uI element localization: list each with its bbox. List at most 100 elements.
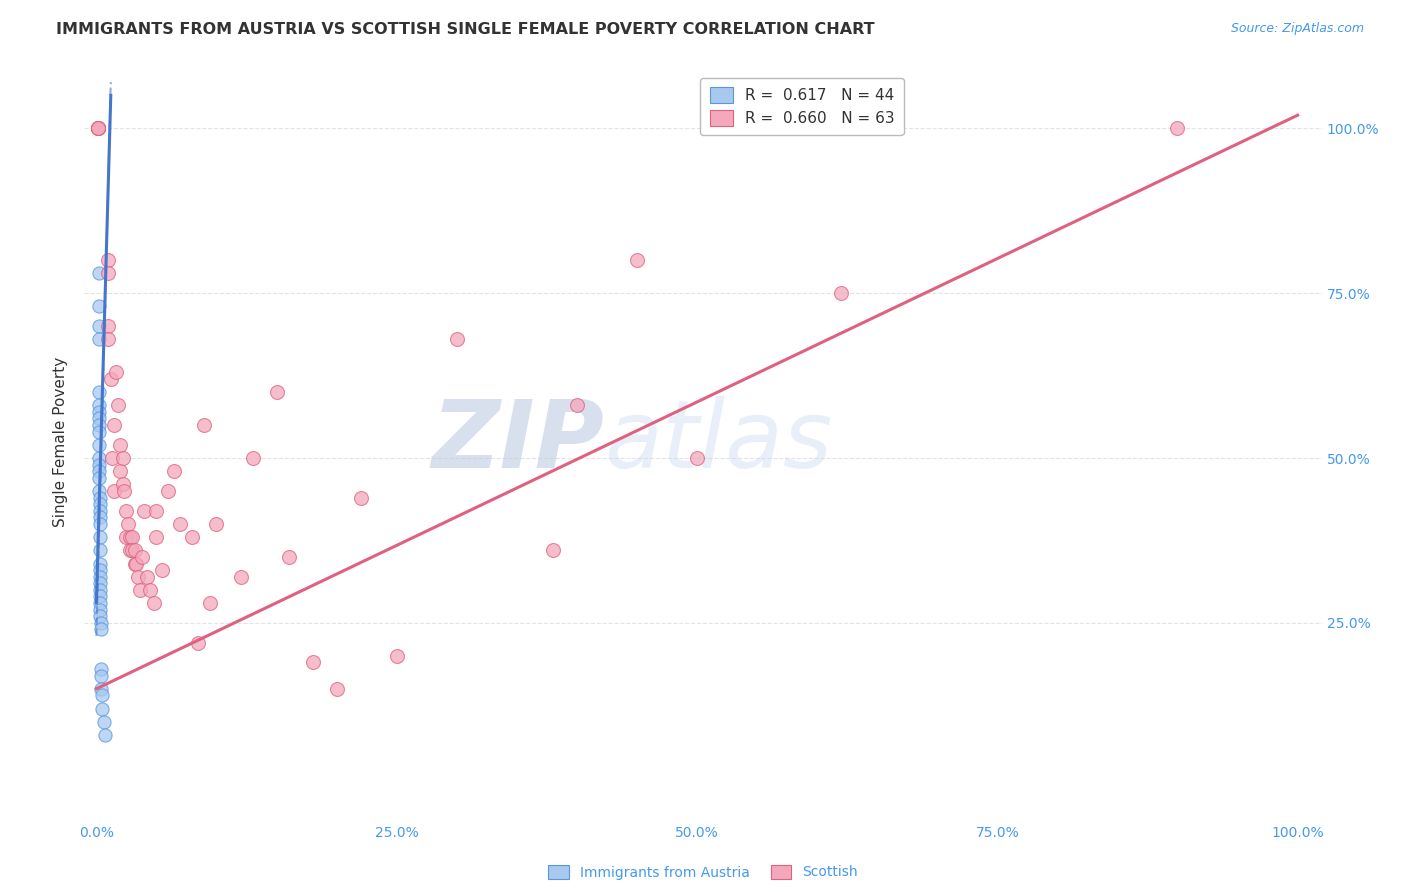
- Point: [97, 319, 120, 334]
- Point: [121, 530, 143, 544]
- Point: [90, 615, 112, 630]
- Point: [266, 385, 288, 400]
- Point: [87, 405, 110, 419]
- Point: [128, 582, 150, 597]
- Point: [139, 582, 162, 597]
- Point: [89, 510, 111, 524]
- Point: [565, 398, 588, 412]
- Point: [86, 121, 108, 136]
- Point: [157, 483, 180, 498]
- Text: IMMIGRANTS FROM AUSTRIA VS SCOTTISH SINGLE FEMALE POVERTY CORRELATION CHART: IMMIGRANTS FROM AUSTRIA VS SCOTTISH SING…: [56, 22, 875, 37]
- Point: [87, 398, 110, 412]
- Point: [90, 623, 112, 637]
- Point: [541, 543, 564, 558]
- Point: [134, 504, 156, 518]
- Text: Source: ZipAtlas.com: Source: ZipAtlas.com: [1230, 22, 1364, 36]
- Point: [97, 332, 120, 346]
- Point: [91, 689, 114, 703]
- Point: [110, 464, 132, 478]
- Point: [93, 714, 115, 729]
- Point: [121, 543, 143, 558]
- Point: [89, 576, 111, 591]
- Point: [135, 570, 157, 584]
- Point: [830, 286, 852, 301]
- Point: [89, 609, 111, 624]
- Point: [87, 425, 110, 439]
- Point: [115, 504, 138, 518]
- Point: [89, 557, 111, 571]
- Point: [87, 319, 110, 334]
- Text: ZIP: ZIP: [432, 395, 605, 488]
- Point: [89, 543, 111, 558]
- Point: [205, 516, 228, 531]
- Point: [86, 121, 108, 136]
- Point: [124, 543, 146, 558]
- Point: [626, 253, 648, 268]
- Point: [115, 530, 138, 544]
- Point: [89, 602, 111, 616]
- Legend: R =  0.617   N = 44, R =  0.660   N = 63: R = 0.617 N = 44, R = 0.660 N = 63: [700, 78, 904, 136]
- Point: [104, 365, 127, 379]
- Point: [89, 497, 111, 511]
- Point: [277, 549, 299, 564]
- Point: [187, 635, 209, 649]
- Point: [103, 483, 125, 498]
- Point: [145, 530, 167, 544]
- Point: [87, 411, 110, 425]
- Point: [89, 504, 111, 518]
- Y-axis label: Single Female Poverty: Single Female Poverty: [53, 357, 69, 526]
- Point: [89, 570, 111, 584]
- Point: [118, 530, 141, 544]
- Point: [94, 728, 117, 742]
- Point: [86, 121, 108, 136]
- Point: [87, 385, 110, 400]
- Point: [86, 121, 108, 136]
- Point: [101, 450, 124, 465]
- Point: [325, 681, 347, 696]
- Point: [152, 563, 174, 577]
- Point: [229, 570, 252, 584]
- Point: [91, 701, 114, 715]
- Point: [118, 543, 141, 558]
- Point: [193, 418, 215, 433]
- Point: [87, 458, 110, 472]
- Point: [86, 121, 108, 136]
- Point: [200, 596, 222, 610]
- Point: [117, 516, 139, 531]
- Point: [143, 596, 166, 610]
- Point: [145, 504, 167, 518]
- Point: [87, 464, 110, 478]
- Point: [87, 471, 110, 485]
- Point: [111, 450, 134, 465]
- Point: [446, 332, 468, 346]
- Point: [90, 668, 112, 682]
- Point: [86, 121, 108, 136]
- Legend: Immigrants from Austria, Scottish: Immigrants from Austria, Scottish: [543, 859, 863, 885]
- Point: [90, 681, 112, 696]
- Point: [169, 516, 191, 531]
- Point: [107, 398, 129, 412]
- Point: [103, 418, 125, 433]
- Point: [686, 450, 709, 465]
- Point: [87, 267, 110, 281]
- Point: [110, 438, 132, 452]
- Point: [350, 491, 373, 505]
- Point: [385, 648, 408, 663]
- Point: [89, 590, 111, 604]
- Point: [111, 477, 134, 491]
- Point: [89, 530, 111, 544]
- Point: [124, 557, 146, 571]
- Point: [87, 332, 110, 346]
- Point: [127, 570, 149, 584]
- Point: [181, 530, 204, 544]
- Point: [163, 464, 186, 478]
- Point: [89, 516, 111, 531]
- Point: [125, 557, 148, 571]
- Point: [131, 549, 153, 564]
- Point: [112, 483, 135, 498]
- Point: [97, 267, 120, 281]
- Point: [89, 491, 111, 505]
- Point: [86, 121, 108, 136]
- Point: [242, 450, 264, 465]
- Text: atlas: atlas: [605, 396, 832, 487]
